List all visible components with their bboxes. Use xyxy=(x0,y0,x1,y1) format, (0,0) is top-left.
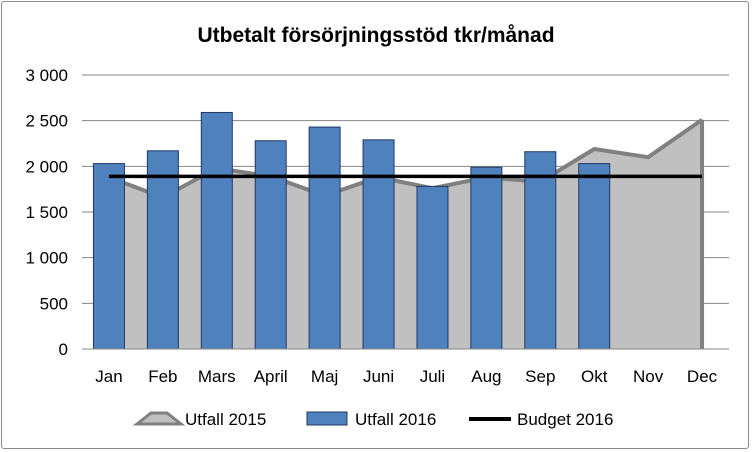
chart-title: Utbetalt försörjningsstöd tkr/månad xyxy=(197,24,554,47)
x-tick-label: Sep xyxy=(525,367,555,386)
area-fill-utfall-2015 xyxy=(108,119,703,350)
bar-jan xyxy=(92,163,125,350)
bar-juni xyxy=(362,139,395,350)
y-tick-label: 0 xyxy=(59,340,68,359)
x-tick-label: Nov xyxy=(633,367,664,386)
bar-sep xyxy=(524,151,557,350)
legend: Utfall 2015 Utfall 2016 Budget 2016 xyxy=(132,410,613,429)
bar-juli xyxy=(416,185,449,350)
bar-april xyxy=(254,140,287,350)
legend-swatch-utfall-2015 xyxy=(132,411,186,426)
bar-maj xyxy=(308,126,341,350)
bar-aug xyxy=(470,166,503,350)
area-series xyxy=(108,118,705,350)
x-tick-label: Juli xyxy=(420,367,446,386)
legend-label-utfall-2015: Utfall 2015 xyxy=(185,410,266,429)
legend-label-budget-2016: Budget 2016 xyxy=(517,410,613,429)
y-tick-label: 2 000 xyxy=(25,157,68,176)
bar-feb xyxy=(146,150,179,350)
x-tick-label: Aug xyxy=(471,367,501,386)
y-tick-label: 3 000 xyxy=(25,66,68,85)
y-tick-label: 500 xyxy=(40,294,68,313)
axes: 0 500 1 000 1 500 2 000 2 500 3 000 Jan Feb Mars A… xyxy=(25,66,729,386)
x-tick-label: Maj xyxy=(311,367,338,386)
x-tick-label: Mars xyxy=(198,367,236,386)
bar-series xyxy=(92,111,611,350)
x-tick-label: Juni xyxy=(363,367,394,386)
legend-label-utfall-2016: Utfall 2016 xyxy=(355,410,436,429)
x-tick-label: Okt xyxy=(581,367,608,386)
y-tick-label: 1 000 xyxy=(25,249,68,268)
x-tick-label: Feb xyxy=(148,367,177,386)
bar-mars xyxy=(200,111,233,350)
x-tick-label: April xyxy=(254,367,288,386)
bar-okt xyxy=(578,163,611,350)
legend-swatch-utfall-2016 xyxy=(306,411,348,426)
y-tick-label: 2 500 xyxy=(25,112,68,131)
y-tick-label: 1 500 xyxy=(25,203,68,222)
x-tick-label: Jan xyxy=(95,367,122,386)
x-tick-label: Dec xyxy=(687,367,718,386)
